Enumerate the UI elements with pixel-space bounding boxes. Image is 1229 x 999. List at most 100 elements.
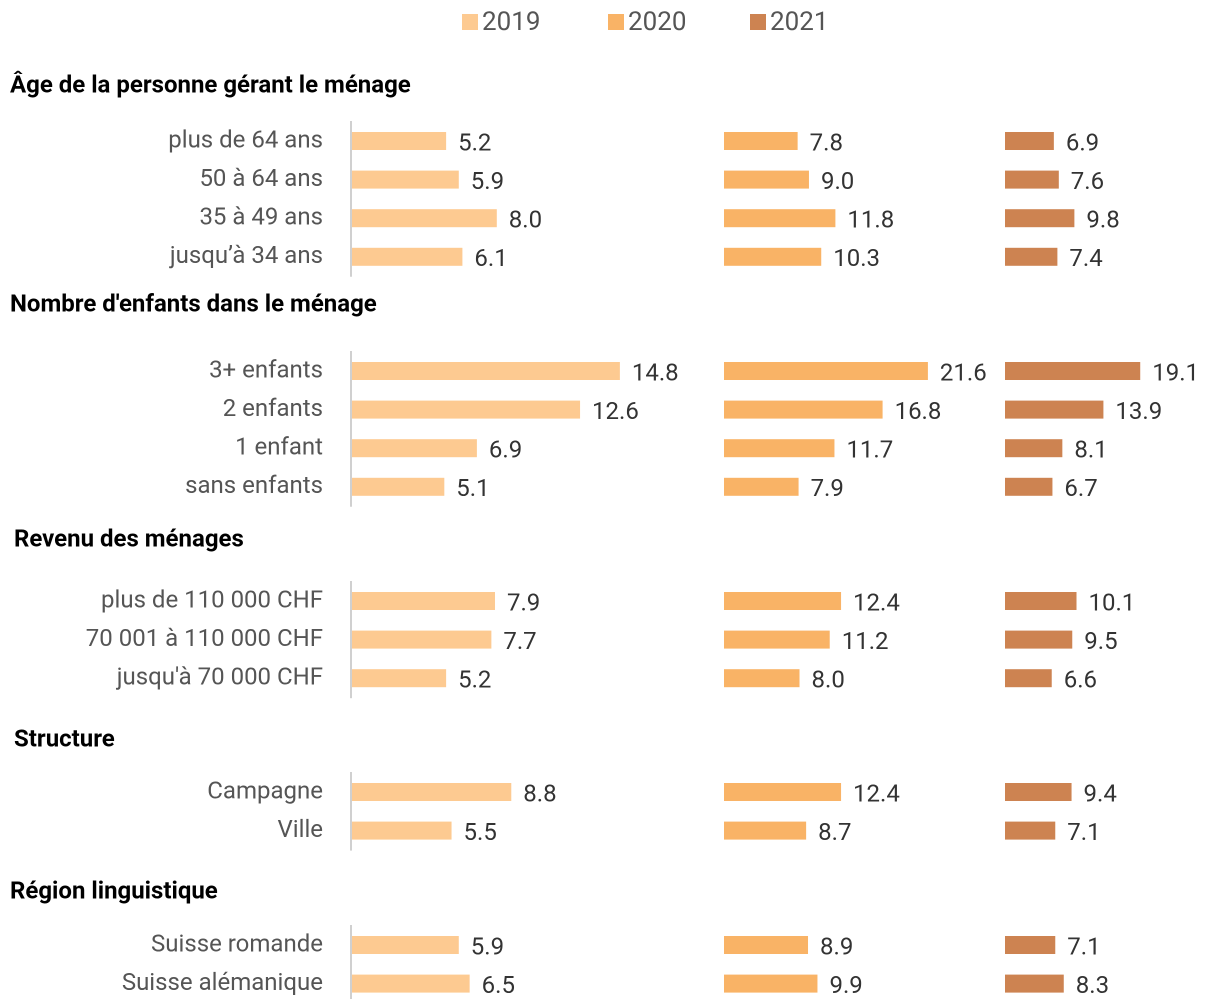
value-label: 13.9 <box>1115 397 1162 425</box>
value-label: 5.9 <box>471 167 504 195</box>
bar <box>1005 974 1064 993</box>
value-label: 10.3 <box>833 244 880 272</box>
bar <box>352 400 581 419</box>
bar <box>1005 821 1056 840</box>
value-label: 6.5 <box>482 971 515 999</box>
bar <box>724 936 809 954</box>
bar <box>1005 630 1073 649</box>
bar <box>352 974 470 993</box>
bar <box>1005 439 1063 458</box>
value-label: 21.6 <box>940 358 987 386</box>
value-label: 6.1 <box>474 244 507 272</box>
bar <box>724 247 822 266</box>
value-label: 7.4 <box>1069 244 1102 272</box>
bar <box>724 821 807 840</box>
value-label: 8.3 <box>1076 971 1109 999</box>
value-label: 9.0 <box>821 167 854 195</box>
bar <box>352 630 492 649</box>
category-label: Campagne <box>207 776 323 804</box>
category-label: 2 enfants <box>223 394 323 422</box>
category-label: Suisse alémanique <box>122 968 323 996</box>
value-label: 10.1 <box>1089 588 1136 616</box>
category-label: 35 à 49 ans <box>199 203 323 231</box>
value-label: 12.6 <box>592 397 639 425</box>
bar <box>352 592 495 610</box>
category-label: jusqu’à 34 ans <box>169 241 323 269</box>
value-label: 12.4 <box>853 779 900 807</box>
category-label: plus de 110 000 CHF <box>101 585 323 613</box>
value-label: 8.9 <box>820 932 853 960</box>
bar <box>1005 209 1075 228</box>
value-label: 5.1 <box>456 474 489 502</box>
category-label: plus de 64 ans <box>168 125 323 153</box>
value-label: 8.7 <box>818 818 851 846</box>
bar <box>352 821 452 840</box>
bar <box>1005 477 1053 496</box>
value-label: 19.1 <box>1152 358 1199 386</box>
value-label: 7.8 <box>810 128 843 156</box>
bar <box>352 669 447 688</box>
category-label: Ville <box>277 815 323 843</box>
value-label: 5.2 <box>458 666 491 694</box>
value-label: 8.0 <box>509 206 542 234</box>
value-label: 6.7 <box>1064 474 1097 502</box>
value-label: 8.0 <box>812 666 845 694</box>
value-label: 11.8 <box>847 206 894 234</box>
legend-label: 2020 <box>628 7 686 37</box>
value-label: 7.6 <box>1071 167 1104 195</box>
bar <box>724 400 883 419</box>
bar <box>352 936 459 954</box>
bar <box>352 132 447 150</box>
bar <box>352 783 512 801</box>
bar <box>1005 400 1104 419</box>
value-label: 9.5 <box>1084 627 1117 655</box>
group-title: Nombre d'enfants dans le ménage <box>10 289 377 317</box>
category-label: jusqu'à 70 000 CHF <box>116 663 323 691</box>
legend-swatch <box>608 14 624 30</box>
bar <box>724 974 818 993</box>
bar <box>724 362 928 380</box>
legend-label: 2019 <box>482 7 540 37</box>
bar <box>1005 783 1072 801</box>
bar <box>724 439 835 458</box>
value-label: 12.4 <box>853 588 900 616</box>
value-label: 8.1 <box>1074 436 1107 464</box>
category-label: Suisse romande <box>151 929 323 957</box>
value-label: 6.9 <box>489 436 522 464</box>
bar <box>1005 669 1052 688</box>
bar <box>1005 132 1054 150</box>
bar <box>352 362 620 380</box>
value-label: 5.5 <box>464 818 497 846</box>
value-label: 6.9 <box>1066 128 1099 156</box>
bar <box>724 669 800 688</box>
bar <box>352 209 497 228</box>
bar <box>724 783 842 801</box>
value-label: 7.1 <box>1067 818 1100 846</box>
group-title: Revenu des ménages <box>14 524 244 552</box>
bar <box>352 439 477 458</box>
bar <box>1005 362 1141 380</box>
bar <box>352 477 445 496</box>
value-label: 11.2 <box>842 627 889 655</box>
value-label: 5.2 <box>458 128 491 156</box>
legend-swatch <box>750 14 766 30</box>
category-label: 70 001 à 110 000 CHF <box>86 624 323 652</box>
legend-swatch <box>462 14 478 30</box>
group-title: Région linguistique <box>10 876 218 904</box>
bar <box>1005 936 1056 954</box>
bar <box>724 592 842 610</box>
value-label: 7.1 <box>1067 932 1100 960</box>
category-label: 50 à 64 ans <box>199 164 323 192</box>
value-label: 9.8 <box>1086 206 1119 234</box>
bar <box>724 170 809 189</box>
bar <box>352 247 463 266</box>
value-label: 16.8 <box>895 397 942 425</box>
category-label: 1 enfant <box>235 433 323 461</box>
value-label: 6.6 <box>1064 666 1097 694</box>
value-label: 9.9 <box>829 971 862 999</box>
value-label: 7.7 <box>503 627 536 655</box>
bar <box>724 132 798 150</box>
category-label: sans enfants <box>185 471 323 499</box>
bar <box>1005 170 1059 189</box>
group-title: Structure <box>14 724 115 752</box>
